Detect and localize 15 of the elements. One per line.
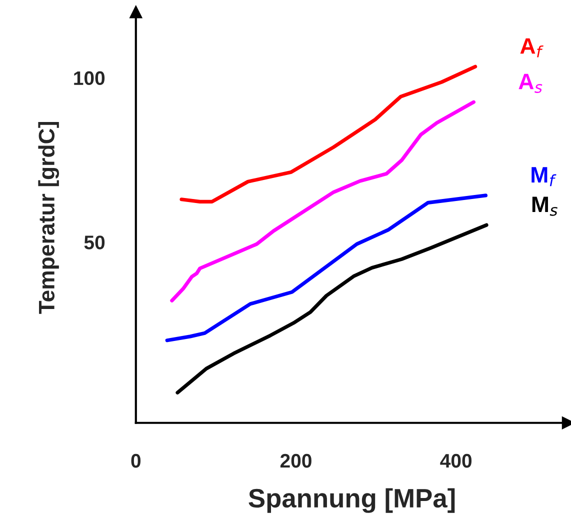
x-tick-label: 0 <box>131 454 141 468</box>
line-series <box>176 223 488 394</box>
y-axis-title: Temperatur [grdC] <box>38 122 60 314</box>
text: A$_{f}$ <box>520 38 544 58</box>
x-tick-label: 400 <box>440 454 472 468</box>
text: M$_{f}$ <box>532 167 556 186</box>
line-series <box>165 194 488 342</box>
line-series <box>180 64 478 204</box>
text: M$_{s}$ <box>532 196 558 216</box>
line-series <box>170 100 476 302</box>
x-tick-label: 200 <box>280 454 312 468</box>
y-tick-label: 100 <box>74 71 105 86</box>
y-tick-label: 50 <box>84 236 105 250</box>
text: A$_{s}$ <box>518 74 542 93</box>
x-axis-title: Spannung [MPa] <box>248 488 455 513</box>
